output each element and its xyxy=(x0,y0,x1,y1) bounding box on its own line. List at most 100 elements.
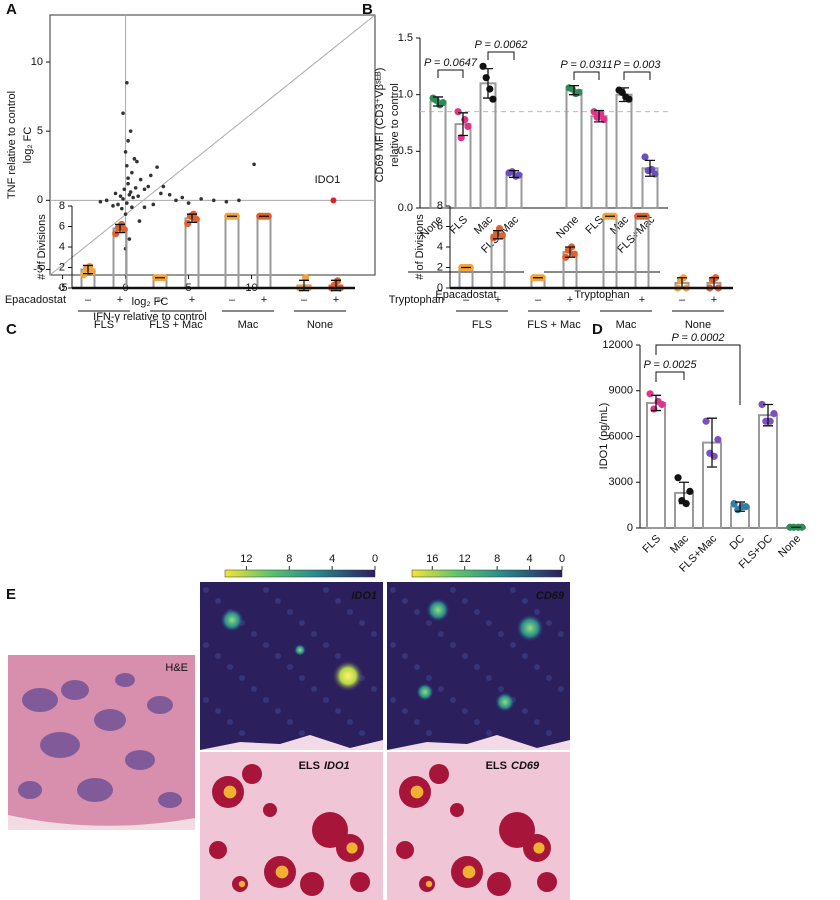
data-point xyxy=(142,187,147,192)
hot-spot xyxy=(495,692,515,712)
data-point xyxy=(125,163,129,168)
colorbar-tick-label: 8 xyxy=(286,553,292,565)
error-bar xyxy=(458,112,468,137)
spot xyxy=(510,642,516,648)
y-tick-label: 0.0 xyxy=(398,202,413,214)
condition-label: – xyxy=(85,294,92,306)
data-point xyxy=(148,173,153,178)
data-point xyxy=(123,150,128,154)
y-tick-label: 3000 xyxy=(609,476,633,488)
bar xyxy=(429,100,447,209)
error-bar xyxy=(707,417,717,468)
condition-label: – xyxy=(607,294,614,306)
x-axis-label: log₂ FC xyxy=(132,296,169,308)
spot xyxy=(335,653,341,659)
spot xyxy=(534,664,540,670)
data-point xyxy=(121,111,125,115)
spot xyxy=(299,730,305,736)
els-region xyxy=(487,872,511,896)
condition-label: – xyxy=(463,294,470,306)
error-bar xyxy=(594,109,604,123)
spot xyxy=(486,620,492,626)
he-label: H&E xyxy=(165,662,188,674)
condition-label: + xyxy=(261,294,267,306)
group-label: FLS xyxy=(94,319,114,331)
bar xyxy=(565,89,583,209)
spot xyxy=(414,664,420,670)
condition-label: + xyxy=(639,294,645,306)
colorbar-tick-label: 8 xyxy=(494,553,500,565)
condition-label: – xyxy=(301,294,308,306)
bar xyxy=(646,401,666,530)
spot xyxy=(546,730,552,736)
data-point xyxy=(130,170,134,175)
spot xyxy=(450,642,456,648)
data-point xyxy=(252,162,256,167)
data-point xyxy=(180,195,185,200)
els-region xyxy=(429,764,449,784)
bar xyxy=(112,227,128,290)
spot xyxy=(251,631,257,637)
data-point xyxy=(128,190,133,194)
els-region xyxy=(537,872,557,892)
condition-label: – xyxy=(229,294,236,306)
spot xyxy=(239,730,245,736)
hot-spot xyxy=(416,683,434,701)
spot xyxy=(323,697,329,703)
tissue-edge xyxy=(200,735,383,750)
he-follicle xyxy=(158,792,182,808)
colorbar-tick-label: 0 xyxy=(372,553,378,565)
spot xyxy=(486,730,492,736)
panel-label: C xyxy=(6,321,17,338)
spot xyxy=(215,653,221,659)
group-label: Mac xyxy=(238,319,259,331)
error-bar xyxy=(763,403,773,427)
data-point xyxy=(112,230,120,238)
data-point xyxy=(113,191,118,196)
gene-label: CD69 xyxy=(536,590,565,602)
spot xyxy=(275,708,281,714)
els-overlap xyxy=(238,880,246,888)
panel-label: A xyxy=(6,1,17,18)
spot xyxy=(275,598,281,604)
data-point xyxy=(758,400,766,409)
data-point xyxy=(120,206,124,211)
error-bar xyxy=(679,481,689,505)
spot xyxy=(263,587,269,593)
spot xyxy=(311,686,317,692)
els-overlap xyxy=(410,785,424,799)
group-label: None xyxy=(307,319,333,331)
bar xyxy=(590,115,608,209)
els-label: ELS xyxy=(299,760,320,772)
data-point xyxy=(132,157,137,161)
panel-label: E xyxy=(6,586,16,603)
els-region xyxy=(350,872,370,892)
group-label: None xyxy=(685,319,711,331)
data-point xyxy=(512,172,520,180)
y-tick-label: 10 xyxy=(31,56,43,68)
significance-bracket xyxy=(487,51,515,60)
error-bar xyxy=(483,67,493,99)
spot xyxy=(390,587,396,593)
data-point xyxy=(572,89,580,98)
y-tick-label: 2 xyxy=(437,261,443,273)
spot xyxy=(335,708,341,714)
hot-spot xyxy=(220,608,244,632)
data-point xyxy=(730,500,738,508)
condition-label: – xyxy=(535,294,542,306)
data-point xyxy=(126,176,130,180)
spot xyxy=(474,664,480,670)
significance-bracket xyxy=(655,344,741,405)
data-point xyxy=(702,417,710,425)
group-label: FLS xyxy=(472,319,492,331)
data-point xyxy=(133,186,138,190)
group-label: Epacadostat xyxy=(435,289,496,301)
gene-label: IDO1 xyxy=(351,590,377,602)
data-point xyxy=(301,274,310,282)
data-point xyxy=(122,187,127,192)
spot xyxy=(402,653,408,659)
data-point xyxy=(597,110,605,118)
data-point xyxy=(125,80,129,85)
data-point xyxy=(486,85,494,93)
highlight-label: IDO1 xyxy=(315,174,341,186)
